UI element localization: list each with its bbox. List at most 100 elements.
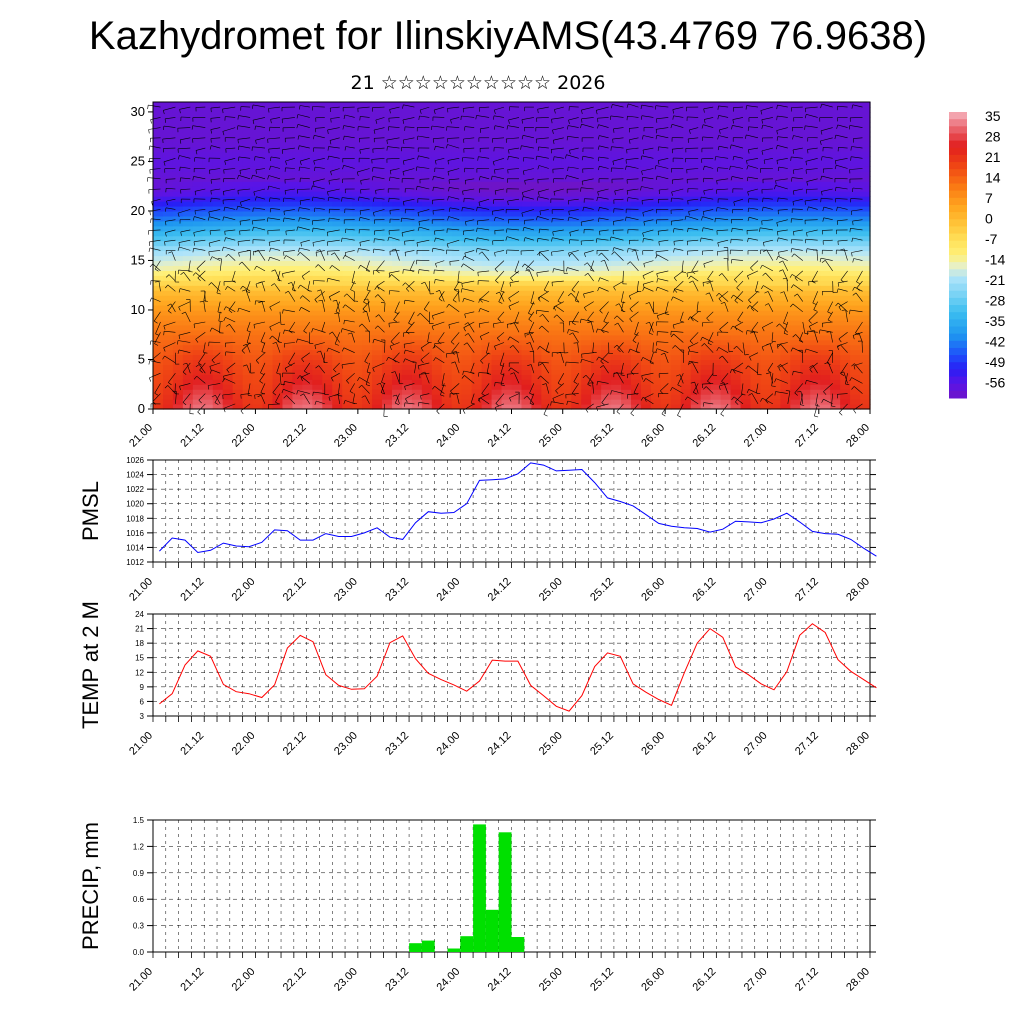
heatmap-cell	[740, 270, 752, 276]
heatmap-cell	[451, 201, 463, 207]
heatmap-cell	[750, 210, 762, 217]
heatmap-cell	[790, 240, 801, 247]
heatmap-cell	[272, 349, 284, 356]
heatmap-cell	[551, 151, 562, 158]
heatmap-cell	[720, 260, 732, 266]
heatmap-cell	[531, 275, 542, 281]
heatmap-cell	[790, 255, 801, 262]
heatmap-cell	[352, 215, 363, 222]
wind-barb	[268, 403, 281, 405]
heatmap-cell	[521, 319, 533, 326]
heatmap-cell	[621, 329, 632, 336]
heatmap-cell	[820, 186, 831, 192]
heatmap-cell	[730, 210, 742, 217]
heatmap-cell	[292, 215, 303, 222]
heatmap-cell	[431, 399, 443, 405]
heatmap-cell	[441, 166, 453, 172]
heatmap-cell	[640, 379, 652, 385]
heatmap-cell	[491, 156, 503, 163]
heatmap-cell	[292, 379, 303, 385]
wind-barb	[178, 269, 191, 272]
heatmap-cell	[342, 106, 353, 113]
heatmap-cell	[162, 309, 174, 316]
heatmap-cell	[700, 215, 712, 222]
heatmap-cell	[262, 106, 274, 113]
heatmap-cell	[621, 121, 632, 128]
heatmap-cell	[690, 290, 702, 296]
heatmap-cell	[760, 230, 772, 237]
heatmap-cell	[421, 384, 433, 390]
heatmap-cell	[491, 191, 503, 197]
heatmap-cell	[541, 319, 552, 326]
heatmap-cell	[650, 215, 662, 222]
heatmap-cell	[461, 161, 473, 167]
heatmap-cell	[690, 399, 702, 405]
heatmap-cell	[690, 404, 702, 410]
heatmap-cell	[740, 280, 752, 286]
heatmap-cell	[322, 166, 333, 172]
heatmap-cell	[830, 171, 841, 177]
wind-barb-flag	[232, 280, 236, 283]
heatmap-cell	[411, 210, 423, 217]
heatmap-cell	[621, 215, 632, 222]
heatmap-cell	[491, 314, 503, 321]
heatmap-cell	[481, 359, 493, 366]
heatmap-cell	[511, 339, 523, 346]
heatmap-cell	[770, 349, 781, 356]
heatmap-cell	[312, 116, 323, 123]
heatmap-cell	[282, 225, 294, 232]
heatmap-cell	[421, 300, 433, 306]
heatmap-cell	[451, 334, 463, 341]
heatmap-cell	[342, 295, 353, 301]
heatmap-cell	[242, 210, 254, 217]
heatmap-cell	[531, 394, 542, 400]
heatmap-cell	[431, 131, 443, 138]
heatmap-cell	[392, 260, 403, 266]
heatmap-cell	[730, 205, 742, 212]
heatmap-cell	[362, 295, 373, 301]
heatmap-cell	[551, 205, 562, 212]
heatmap-cell	[162, 171, 174, 177]
heatmap-cell	[192, 354, 204, 361]
wind-barb-flag	[210, 179, 212, 184]
heatmap-cell	[800, 265, 811, 271]
heatmap-cell	[720, 230, 732, 237]
heatmap-cell	[561, 186, 572, 192]
heatmap-cell	[780, 384, 791, 390]
heatmap-cell	[541, 265, 552, 271]
heatmap-cell	[382, 314, 393, 321]
heatmap-cell	[491, 305, 503, 311]
heatmap-cell	[581, 324, 592, 331]
heatmap-cell	[372, 245, 383, 252]
wind-barb	[192, 125, 206, 128]
heatmap-cell	[810, 339, 821, 346]
heatmap-cell	[272, 176, 284, 182]
wind-barb	[268, 185, 281, 190]
heatmap-cell	[202, 300, 214, 306]
heatmap-cell	[840, 215, 851, 222]
heatmap-cell	[192, 280, 204, 286]
heatmap-cell	[302, 334, 313, 341]
heatmap-cell	[650, 260, 662, 266]
heatmap-cell	[431, 275, 443, 281]
heatmap-cell	[451, 290, 463, 296]
heatmap-cell	[411, 166, 423, 172]
heatmap-cell	[232, 285, 244, 291]
heatmap-cell	[182, 344, 194, 351]
heatmap-cell	[601, 171, 612, 177]
heatmap-cell	[153, 349, 164, 356]
heatmap-cell	[860, 106, 871, 113]
heatmap-cell	[153, 161, 164, 167]
wind-barb-flag	[209, 145, 212, 150]
heatmap-cell	[830, 305, 841, 311]
heatmap-cell	[820, 389, 831, 395]
heatmap-cell	[491, 106, 503, 113]
heatmap-cell	[252, 399, 264, 405]
wind-barb	[149, 168, 161, 170]
heatmap-cell	[690, 319, 702, 326]
heatmap-cell	[431, 201, 443, 207]
heatmap-cell	[840, 309, 851, 316]
heatmap-cell	[421, 255, 433, 262]
heatmap-cell	[372, 354, 383, 361]
heatmap-cell	[690, 111, 702, 118]
